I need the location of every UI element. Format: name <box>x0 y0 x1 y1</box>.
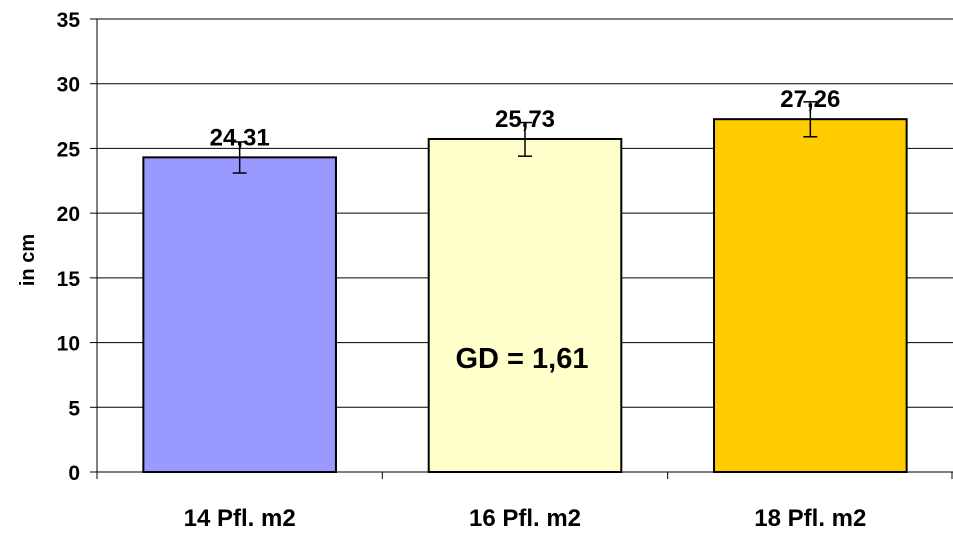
y-tick-label: 25 <box>57 138 81 161</box>
x-tick-label: 18 Pfl. m2 <box>754 505 866 531</box>
bar <box>713 118 908 474</box>
x-tick-label: 14 Pfl. m2 <box>184 505 296 531</box>
y-tick-label: 5 <box>68 397 80 420</box>
bar <box>142 156 337 474</box>
y-tick-label: 20 <box>57 203 80 226</box>
y-tick-label: 15 <box>57 268 81 291</box>
y-axis-title: in cm <box>17 234 39 286</box>
data-label: 27,26 <box>780 86 840 113</box>
y-tick-label: 35 <box>57 9 81 32</box>
data-label: 24,31 <box>210 124 270 151</box>
y-tick-label: 10 <box>57 333 80 356</box>
x-tick-label: 16 Pfl. m2 <box>469 505 581 531</box>
bar <box>427 137 623 473</box>
bars <box>142 101 908 474</box>
y-tick-label: 30 <box>57 74 80 97</box>
labels: 0 5 10 15 20 25 30 35 24,31 14 Pfl. m2 25,73 16 Pfl… <box>57 9 867 532</box>
y-tick-label: 0 <box>68 462 80 485</box>
data-label: 25,73 <box>495 106 555 133</box>
gd-annotation: GD = 1,61 <box>456 343 589 375</box>
